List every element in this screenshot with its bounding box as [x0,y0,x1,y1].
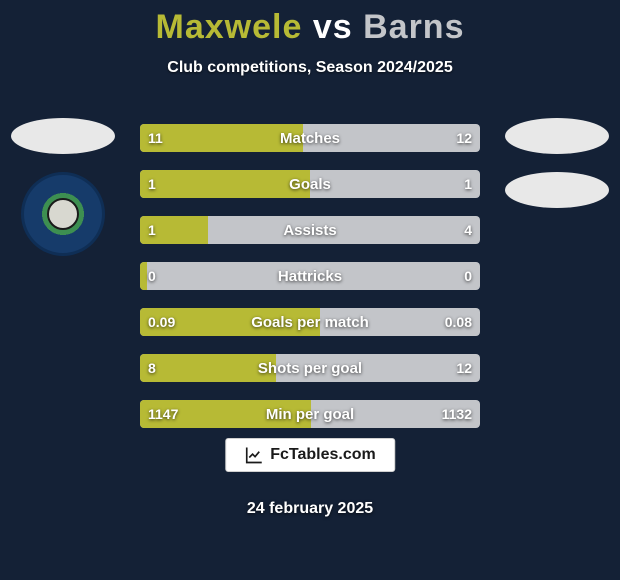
player2-club-oval [505,172,609,208]
club-logo-inner [47,198,79,230]
stat-value-player2: 12 [456,124,472,152]
stat-bar-player1 [140,308,320,336]
subtitle: Club competitions, Season 2024/2025 [0,59,620,77]
stat-row: 11471132Min per goal [140,400,480,428]
player1-badges [8,118,118,256]
stat-value-player2: 1 [464,170,472,198]
watermark[interactable]: FcTables.com [225,438,395,472]
stat-bar-player1 [140,262,147,290]
stat-row: 0.090.08Goals per match [140,308,480,336]
player2-name: Barns [363,8,464,46]
stat-value-player2: 0.08 [445,308,472,336]
player2-country-oval [505,118,609,154]
player1-name: Maxwele [156,8,303,46]
stat-bar-player1 [140,400,311,428]
stat-bar-player1 [140,170,310,198]
stat-value-player2: 0 [464,262,472,290]
player2-badges [502,118,612,226]
stat-row: 812Shots per goal [140,354,480,382]
date-label: 24 february 2025 [0,500,620,518]
watermark-text: FcTables.com [270,446,376,464]
player1-club-logo [21,172,105,256]
vs-label: vs [313,8,353,46]
stat-value-player2: 12 [456,354,472,382]
stat-row: 14Assists [140,216,480,244]
stat-row: 11Goals [140,170,480,198]
stat-value-player2: 1132 [442,400,472,428]
chart-icon [244,445,264,465]
stat-bar-player1 [140,124,303,152]
stat-label: Hattricks [140,262,480,290]
stat-bar-player1 [140,354,276,382]
comparison-title: Maxwele vs Barns [0,0,620,47]
stat-value-player2: 4 [464,216,472,244]
player1-country-oval [11,118,115,154]
stat-row: 0 0Hattricks [140,262,480,290]
stat-row: 1112Matches [140,124,480,152]
stat-value-player1: 0 [148,262,156,290]
stats-bars: 1112Matches 11Goals 14Assists 0 0Hattricks 0.… [140,124,480,446]
stat-bar-player1 [140,216,208,244]
